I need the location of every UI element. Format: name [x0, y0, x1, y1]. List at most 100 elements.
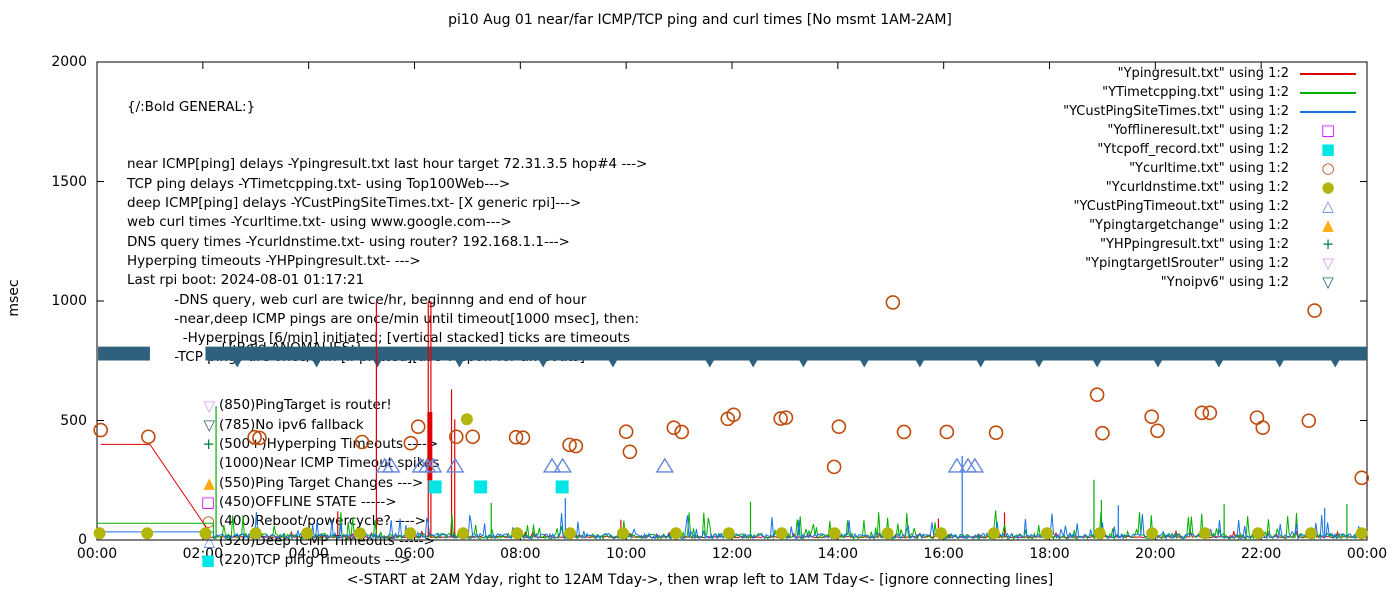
YCustPingTimeout-point [553, 457, 572, 473]
Ycurldnstime-point [1304, 527, 1317, 540]
Ycurltime-point [1144, 409, 1159, 424]
YCustPingTimeout-point [445, 457, 465, 473]
noipv6-band [205, 346, 1368, 361]
legend-item: "Ypingtargetchange" using 1:2 ▲ [1063, 216, 1367, 235]
Ycurltime-point [1202, 405, 1218, 421]
series-YTimetcpping [97, 510, 1367, 541]
Ycurldnstime-point [828, 527, 841, 540]
x-tick-label: 02:00 [182, 546, 223, 562]
Ycurldnstime-point [1251, 527, 1264, 540]
Ycurldnstime-point [881, 527, 894, 540]
Ycurltime-point [666, 420, 682, 435]
noipv6-band-tick [1034, 360, 1043, 368]
legend-item-label: "YCustPingSiteTimes.txt" using 1:2 [1063, 104, 1289, 119]
note-line: near ICMP[ping] delays -Ypingresult.txt … [127, 156, 648, 173]
legend-plus-icon: + [1321, 235, 1335, 253]
noipv6-band-tick [915, 360, 924, 368]
x-tick-label: 08:00 [500, 546, 541, 562]
Ycurldnstime-point [457, 527, 470, 540]
noipv6-band-tick [312, 360, 321, 368]
noipv6-band-tick [455, 360, 464, 368]
Ycurldnstime-point [93, 527, 106, 540]
legend-item-label: "Ycurldnstime.txt" using 1:2 [1105, 180, 1289, 195]
Ycurldnstime-point [1040, 527, 1053, 540]
legend-item-label: "Ynoipv6" using 1:2 [1160, 275, 1289, 290]
Ycurltime-point [1301, 413, 1317, 429]
noipv6-band-tick [373, 360, 382, 368]
noipv6-band-tick [539, 360, 548, 368]
anomaly-item: ■ (220)TCP ping Timeouts ---> [127, 551, 439, 570]
Ycurldnstime-point [249, 527, 262, 540]
legend-item: "Ytcpoff_record.txt" using 1:2 ■ [1063, 140, 1367, 159]
anomaly-text: (220)TCP ping Timeouts ---> [219, 551, 411, 568]
x-tick-label: 12:00 [711, 546, 753, 562]
Ycurltime-point [1089, 387, 1105, 402]
anomaly-tri-down-open-icon: ▽ [203, 396, 215, 415]
Ycurldnstime-point [199, 527, 212, 540]
anomaly-item: □ (450)OFFLINE STATE -----> [127, 493, 439, 512]
legend-item: "Yofflineresult.txt" using 1:2 □ [1063, 121, 1367, 140]
legend-line-sample [1300, 72, 1356, 75]
x-tick-label: 04:00 [288, 546, 329, 562]
legend-item: "YTimetcpping.txt" using 1:2 [1063, 83, 1367, 102]
anomaly-tri-open-icon: △ [203, 531, 215, 550]
Ycurldnstime-point [616, 527, 629, 540]
chart-title: pi10 Aug 01 near/far ICMP/TCP ping and c… [448, 12, 952, 28]
Ycurltime-point [896, 424, 912, 440]
Ycurldnstime-point [775, 527, 788, 540]
noipv6-band-tick [976, 360, 985, 368]
anomaly-item: ▽ (850)PingTarget is router! [127, 396, 439, 415]
y-tick-label: 2000 [51, 54, 87, 70]
x-tick-label: 00:00 [1346, 546, 1388, 562]
anomaly-item: ▲ (550)Ping Target Changes ---> [127, 474, 439, 493]
Ycurltime-point [449, 429, 464, 445]
legend-item-label: "YHPpingresult.txt" using 1:2 [1100, 237, 1289, 252]
Ycurldnstime-point [1093, 527, 1106, 540]
general-lines: near ICMP[ping] delays -Ypingresult.txt … [127, 155, 647, 367]
noipv6-band-tick [233, 360, 242, 368]
Ycurldnstime-point [1146, 527, 1159, 540]
Ycurltime-point [508, 429, 524, 445]
Ycurltime-point [562, 437, 577, 453]
Ycurltime-point [1150, 423, 1165, 439]
Ycurldnstime-point [1199, 527, 1212, 540]
Ycurldnstime-point [669, 527, 682, 540]
Ycurldnstime-point [511, 527, 524, 540]
note-line: DNS query times -Ycurldnstime.txt- using… [127, 233, 570, 250]
noipv6-band-tick [1214, 360, 1223, 368]
legend-item: "YCustPingSiteTimes.txt" using 1:2 [1063, 102, 1367, 121]
legend-item: "Ycurldnstime.txt" using 1:2 ● [1063, 178, 1367, 197]
x-tick-label: 10:00 [605, 546, 647, 562]
Ycurltime-point [726, 407, 741, 423]
legend-item: "YCustPingTimeout.txt" using 1:2 △ [1063, 197, 1367, 216]
legend-item-label: "Ypingresult.txt" using 1:2 [1117, 66, 1289, 81]
YCustPingTimeout-point [965, 457, 985, 473]
Ycurltime-point [1249, 410, 1265, 425]
noipv6-band [98, 346, 150, 361]
Ycurltime-point [403, 435, 419, 451]
Ycurltime-point [1255, 420, 1271, 435]
Ycurltime-point [465, 429, 481, 445]
YCustPingTimeout-point [381, 457, 401, 473]
legend-tri-open-icon: △ [1322, 197, 1334, 215]
noipv6-band-tick [1275, 360, 1284, 368]
legend-line-sample [1289, 66, 1367, 81]
Ycurltime-point [568, 438, 584, 454]
legend-line-sample [1289, 85, 1367, 100]
series-Ypingresult [100, 443, 1366, 539]
legend-item-label: "YCustPingTimeout.txt" using 1:2 [1073, 199, 1289, 214]
note-line: Hyperping timeouts -YHPpingresult.txt- -… [127, 252, 421, 269]
Ycurltime-point [247, 429, 262, 445]
note-line: -DNS query, web curl are twice/hr, begin… [127, 291, 587, 308]
noipv6-band-tick [1153, 360, 1162, 368]
Ycurltime-point [515, 430, 531, 446]
legend-tri-down-open-icon: ▽ [1322, 273, 1334, 291]
legend-circle-open-icon: ○ [1321, 159, 1335, 177]
series-YCustPingSiteTimes [97, 511, 1367, 541]
y-tick-label: 500 [60, 412, 87, 429]
anomaly-plus-icon: + [202, 435, 215, 454]
legend-item-label: "Ycurltime.txt" using 1:2 [1129, 161, 1289, 176]
YCustPingTimeout-point [655, 457, 675, 473]
Ycurltime-point [1354, 470, 1370, 486]
